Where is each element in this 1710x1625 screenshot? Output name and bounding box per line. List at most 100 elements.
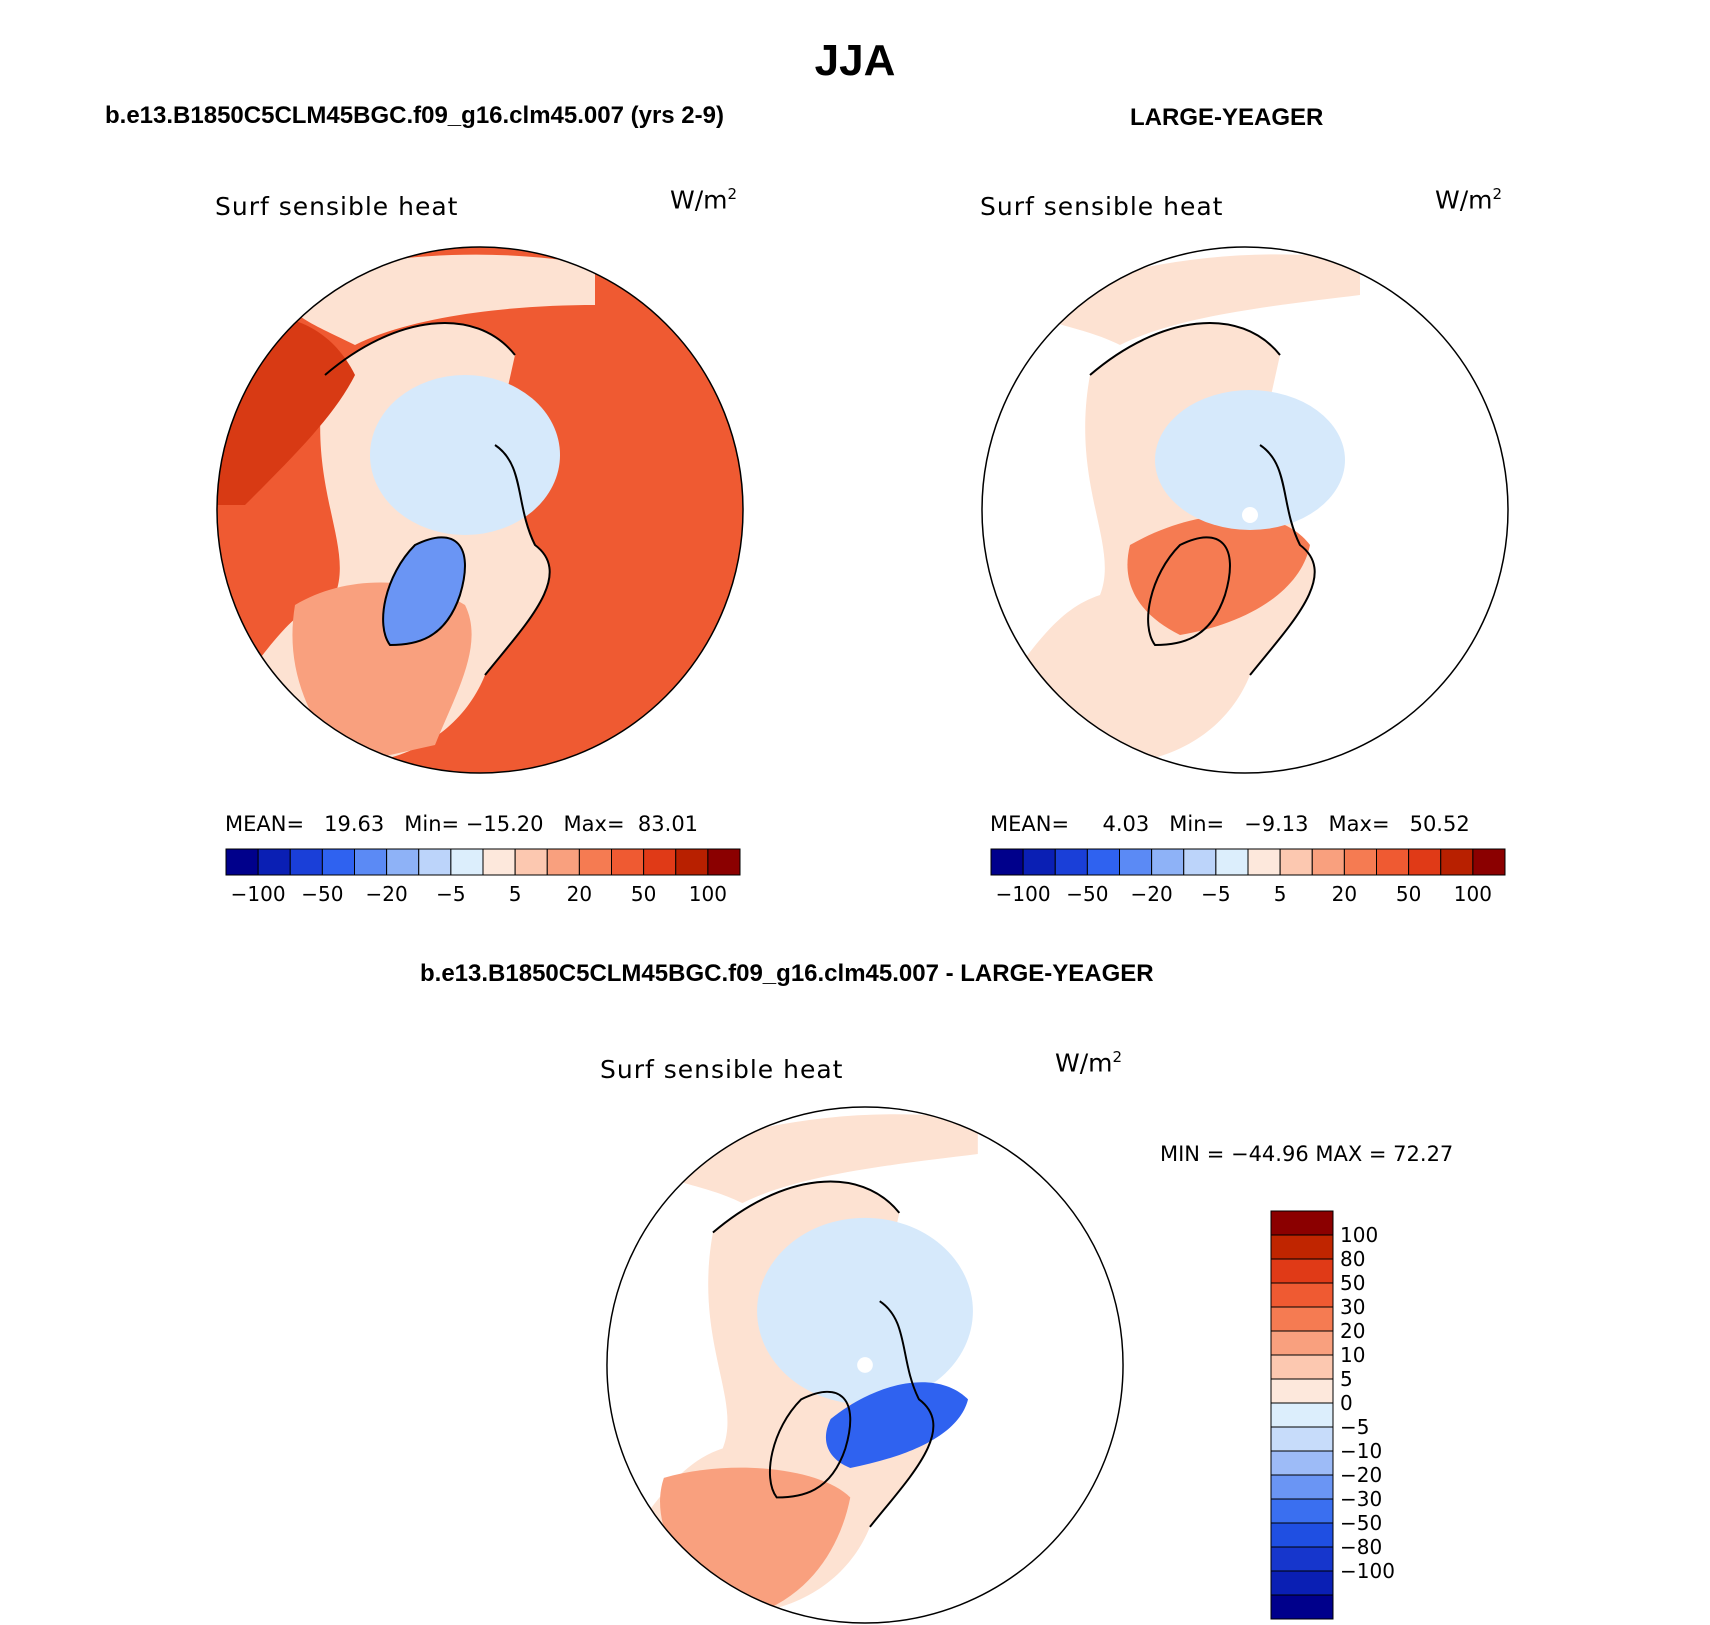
colorbar-tick-label: −20 <box>1130 882 1173 906</box>
colorbar-swatch <box>1247 848 1281 876</box>
colorbar-swatch <box>1086 848 1120 876</box>
panel-1-coastline <box>324 321 551 676</box>
panel-2-title: LARGE-YEAGER <box>1130 104 1324 131</box>
colorbar-tick-label: 50 <box>1395 882 1422 906</box>
colorbar-swatch <box>225 848 259 876</box>
colorbar-swatch <box>578 848 612 876</box>
colorbar-swatch <box>643 848 677 876</box>
colorbar-swatch <box>386 848 420 876</box>
colorbar-swatch <box>1215 848 1249 876</box>
colorbar-swatch <box>1270 1282 1334 1308</box>
colorbar-swatch <box>1270 1234 1334 1260</box>
panel-2-ocean-warm <box>1127 515 1310 635</box>
colorbar-swatch <box>1270 1330 1334 1356</box>
diff-panel-coastline <box>712 1180 935 1528</box>
colorbar-swatch <box>1270 1546 1334 1572</box>
diff-panel-stats: MIN = −44.96 MAX = 72.27 <box>1160 1142 1454 1166</box>
colorbar-swatch <box>1270 1210 1334 1236</box>
colorbar-swatch <box>1472 848 1506 876</box>
colorbar-swatch <box>546 848 580 876</box>
colorbar-tick-label: −30 <box>1340 1487 1383 1511</box>
colorbar-tick-label: 20 <box>566 882 593 906</box>
colorbar-tick-label: −50 <box>1066 882 1109 906</box>
panel-1-greenland <box>383 537 465 645</box>
colorbar-swatch <box>1270 1474 1334 1500</box>
panel-2-stats: MEAN= 4.03 Min= −9.13 Max= 50.52 <box>990 812 1470 836</box>
colorbar-tick-label: 30 <box>1340 1295 1366 1319</box>
panel-1-title: b.e13.B1850C5CLM45BGC.f09_g16.clm45.007 … <box>105 102 724 129</box>
colorbar-tick-label: −50 <box>1340 1511 1383 1535</box>
colorbar-swatch <box>1270 1450 1334 1476</box>
colorbar-tick-label: 100 <box>688 882 727 906</box>
panel-1-stats: MEAN= 19.63 Min= −15.20 Max= 83.01 <box>225 812 699 836</box>
colorbar-tick-label: 100 <box>1453 882 1492 906</box>
colorbar-swatch <box>1022 848 1056 876</box>
colorbar-tick-label: −5 <box>1340 1415 1370 1439</box>
panel-2-colorbar <box>990 848 1506 876</box>
colorbar-tick-label: −5 <box>436 882 466 906</box>
panel-1-colorbar-ticks: −100 −50 −20 −5 5 20 50 100 <box>225 882 741 912</box>
diff-panel-colorbar <box>1270 1210 1334 1620</box>
panel-1-sea-ice <box>370 375 560 535</box>
colorbar-swatch <box>289 848 323 876</box>
colorbar-tick-label: 5 <box>1340 1367 1353 1391</box>
colorbar-tick-label: 80 <box>1340 1247 1366 1271</box>
colorbar-tick-label: 10 <box>1340 1343 1366 1367</box>
colorbar-swatch <box>1054 848 1088 876</box>
colorbar-swatch <box>1270 1354 1334 1380</box>
panel-2-units: W/m2 <box>1435 185 1503 215</box>
colorbar-swatch <box>1270 1594 1334 1620</box>
panel-2-colorbar-ticks: −100 −50 −20 −5 5 20 50 100 <box>990 882 1506 912</box>
panel-1-variable-label: Surf sensible heat <box>215 192 459 221</box>
colorbar-swatch <box>1270 1402 1334 1428</box>
panel-1-units: W/m2 <box>670 185 738 215</box>
diff-panel-colorbar-ticks: 100 80 50 30 20 10 5 0 −5 −10 −20 −30 −50 −80 −100 <box>1340 1210 1450 1620</box>
panel-2-map <box>981 246 1509 774</box>
colorbar-swatch <box>1376 848 1410 876</box>
colorbar-swatch <box>1270 1426 1334 1452</box>
colorbar-swatch <box>990 848 1024 876</box>
panel-2-coastline <box>1089 321 1316 676</box>
colorbar-swatch <box>707 848 741 876</box>
colorbar-swatch <box>1311 848 1345 876</box>
colorbar-tick-label: −20 <box>365 882 408 906</box>
colorbar-tick-label: −100 <box>230 882 286 906</box>
colorbar-swatch <box>1270 1570 1334 1596</box>
colorbar-swatch <box>482 848 516 876</box>
diff-panel-title: b.e13.B1850C5CLM45BGC.f09_g16.clm45.007 … <box>420 960 1154 987</box>
diff-panel-units: W/m2 <box>1055 1048 1123 1078</box>
colorbar-swatch <box>1279 848 1313 876</box>
colorbar-swatch <box>1119 848 1153 876</box>
colorbar-tick-label: 20 <box>1340 1319 1366 1343</box>
colorbar-tick-label: −50 <box>301 882 344 906</box>
colorbar-swatch <box>1343 848 1377 876</box>
colorbar-tick-label: −80 <box>1340 1535 1383 1559</box>
colorbar-swatch <box>1151 848 1185 876</box>
colorbar-swatch <box>611 848 645 876</box>
colorbar-swatch <box>1270 1378 1334 1404</box>
panel-1-map <box>216 246 744 774</box>
colorbar-tick-label: 0 <box>1340 1391 1353 1415</box>
colorbar-swatch <box>321 848 355 876</box>
colorbar-tick-label: 20 <box>1331 882 1358 906</box>
colorbar-tick-label: −20 <box>1340 1463 1383 1487</box>
colorbar-tick-label: 5 <box>1273 882 1287 906</box>
colorbar-tick-label: 5 <box>508 882 522 906</box>
diff-panel-cold-anomaly <box>825 1382 969 1469</box>
colorbar-swatch <box>354 848 388 876</box>
colorbar-swatch <box>514 848 548 876</box>
colorbar-tick-label: 50 <box>630 882 657 906</box>
panel-2-variable-label: Surf sensible heat <box>980 192 1224 221</box>
colorbar-swatch <box>1270 1258 1334 1284</box>
colorbar-swatch <box>675 848 709 876</box>
colorbar-swatch <box>1183 848 1217 876</box>
colorbar-swatch <box>1270 1522 1334 1548</box>
colorbar-tick-label: 50 <box>1340 1271 1366 1295</box>
diff-panel-variable-label: Surf sensible heat <box>600 1055 844 1084</box>
colorbar-swatch <box>1408 848 1442 876</box>
colorbar-swatch <box>1270 1498 1334 1524</box>
diff-panel-sea-ice <box>757 1217 973 1405</box>
colorbar-tick-label: −100 <box>995 882 1051 906</box>
colorbar-tick-label: −100 <box>1340 1559 1395 1583</box>
figure-title: JJA <box>814 36 896 85</box>
